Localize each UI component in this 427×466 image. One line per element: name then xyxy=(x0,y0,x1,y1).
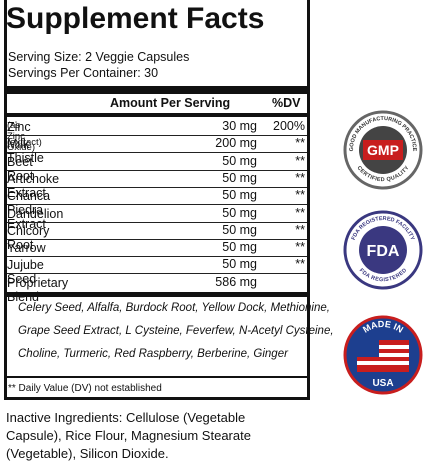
ingredient: Chanca Piedra Extract xyxy=(7,189,51,232)
title: Supplement Facts xyxy=(6,2,265,35)
row: Chicory Root 50 mg ** xyxy=(7,222,307,252)
blend-line: Choline, Turmeric, Red Raspberry, Berber… xyxy=(18,348,288,360)
serving-size: Serving Size: 2 Veggie Capsules xyxy=(8,50,190,64)
footnote: ** Daily Value (DV) not established xyxy=(8,383,162,394)
amount: 50 mg xyxy=(222,257,257,272)
inactive-line: Capsule), Rice Flour, Magnesium Stearate xyxy=(6,428,251,443)
ingredient-note: (as Zinc Oxide) xyxy=(7,120,35,153)
ingredient: Beet Root xyxy=(7,154,34,183)
row: Beet Root 50 mg ** xyxy=(7,153,307,183)
row: Proprietary Blend 586 mg xyxy=(7,274,307,304)
amount: 50 mg xyxy=(222,205,257,220)
badge-core xyxy=(359,226,407,274)
divider xyxy=(4,292,310,297)
row: Zinc (as Zinc Oxide) 30 mg 200% xyxy=(7,118,307,153)
amount: 50 mg xyxy=(222,188,257,203)
ingredient: Jujube Seed xyxy=(7,258,44,287)
row: Milk Thistle (extract) 200 mg ** xyxy=(7,135,307,165)
blend-line: Celery Seed, Alfalfa, Burdock Root, Yell… xyxy=(18,302,330,314)
ingredient: Proprietary Blend xyxy=(7,275,69,304)
dv: ** xyxy=(295,240,305,255)
amount: 586 mg xyxy=(215,274,257,289)
amount: 50 mg xyxy=(222,153,257,168)
ingredient-note: (extract) xyxy=(7,137,42,149)
ingredient: Milk Thistle xyxy=(7,137,44,166)
ingredient: Zinc xyxy=(7,120,31,134)
badge-text: USA xyxy=(372,378,393,389)
amount: 30 mg xyxy=(222,119,257,133)
ingredient: Dandelion xyxy=(7,206,64,221)
servings-per-container: Servings Per Container: 30 xyxy=(8,66,159,80)
badge-ribbon xyxy=(363,140,403,160)
facts-box xyxy=(4,0,310,400)
amount: 200 mg xyxy=(215,136,257,151)
badges: GOOD MANUFACTURING PRACTICE CERTIFIED QU… xyxy=(343,110,423,395)
flag xyxy=(357,340,409,372)
dv: ** xyxy=(295,257,305,272)
amount-header: Amount Per Serving xyxy=(110,96,231,110)
dv: ** xyxy=(295,205,305,220)
ingredient: Artichoke Extract xyxy=(7,171,60,200)
divider xyxy=(4,86,310,94)
badge-text: MADE IN xyxy=(361,319,405,335)
dv: ** xyxy=(295,153,305,168)
amount: 50 mg xyxy=(222,222,257,237)
dv: ** xyxy=(295,222,305,237)
divider xyxy=(4,113,310,117)
row: Chanca Piedra Extract 50 mg ** xyxy=(7,187,307,231)
row: Dandelion 50 mg ** xyxy=(7,205,307,223)
row: Artichoke Extract 50 mg ** xyxy=(7,170,307,200)
amount: 50 mg xyxy=(222,170,257,185)
dv: ** xyxy=(295,170,305,185)
blend-line: Grape Seed Extract, L Cysteine, Feverfew… xyxy=(18,325,334,337)
amount: 50 mg xyxy=(222,240,257,255)
dv-header: %DV xyxy=(272,96,301,110)
dv: 200% xyxy=(273,119,305,133)
ingredient: Yarrow xyxy=(7,241,46,256)
divider xyxy=(4,376,310,378)
row: Jujube Seed 50 mg ** xyxy=(7,256,307,286)
inactive-line: Inactive Ingredients: Cellulose (Vegetab… xyxy=(6,410,246,425)
row: Yarrow 50 mg ** xyxy=(7,239,307,258)
badge-center: GMP xyxy=(367,142,399,158)
dv: ** xyxy=(295,188,305,203)
ingredient: Chicory Root xyxy=(7,223,50,252)
dv: ** xyxy=(295,136,305,151)
badge-center: FDA xyxy=(367,243,400,260)
inactive-line: (Vegetable), Silicon Dioxide. xyxy=(6,446,169,461)
